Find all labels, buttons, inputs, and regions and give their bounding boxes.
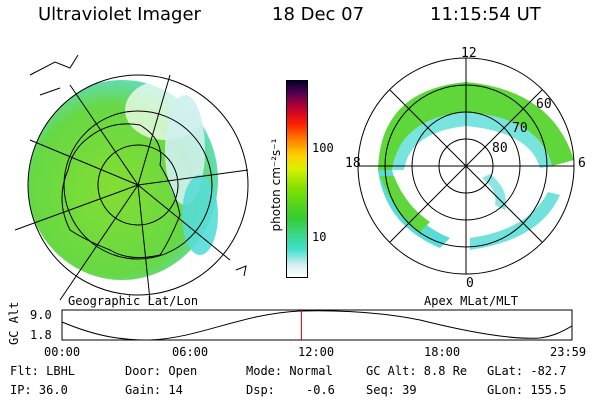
mlat-label-60: 60 bbox=[536, 97, 552, 112]
mlt-label-0: 0 bbox=[466, 276, 474, 291]
lat-ring bbox=[97, 144, 179, 226]
door-info: Door: Open bbox=[125, 364, 198, 378]
gc-alt-info: GC Alt: 8.8 Re bbox=[366, 364, 468, 378]
glon-info: GLon: 155.5 bbox=[487, 383, 567, 397]
altitude-ytick-low: 1.8 bbox=[30, 328, 52, 342]
instrument-title: Ultraviolet Imager bbox=[38, 4, 201, 25]
altitude-ytick-high: 9.0 bbox=[30, 308, 52, 322]
altitude-curve bbox=[61, 310, 573, 341]
colorbar bbox=[286, 80, 308, 278]
mlt-label-12: 12 bbox=[461, 46, 477, 61]
dsp-value: -0.6 bbox=[306, 383, 335, 397]
mlt-label-18: 18 bbox=[345, 156, 361, 171]
mlat-label-80: 80 bbox=[492, 141, 508, 156]
xtick-0000: 00:00 bbox=[44, 345, 81, 359]
dsp-label: Dsp: bbox=[246, 383, 275, 397]
lat-ring bbox=[27, 74, 249, 296]
mlt-label-6: 6 bbox=[578, 156, 586, 171]
lat-ring bbox=[63, 110, 213, 260]
xtick-2359: 23:59 bbox=[550, 345, 587, 359]
auroral-oval bbox=[378, 82, 574, 170]
seq-info: Seq: 39 bbox=[366, 383, 417, 397]
mlat-label-70: 70 bbox=[512, 121, 528, 136]
time-label: 11:15:54 UT bbox=[430, 4, 541, 25]
ip-info: IP: 36.0 bbox=[10, 383, 68, 397]
date-label: 18 Dec 07 bbox=[272, 4, 365, 25]
gain-info: Gain: 14 bbox=[125, 383, 183, 397]
magnetic-caption: Apex MLat/MLT bbox=[424, 294, 518, 308]
xtick-0600: 06:00 bbox=[172, 345, 209, 359]
geographic-caption: Geographic Lat/Lon bbox=[68, 294, 199, 308]
colorbar-tick-10: 10 bbox=[312, 230, 327, 244]
mode-info: Mode: Normal bbox=[246, 364, 333, 378]
filter-info: Flt: LBHL bbox=[10, 364, 76, 378]
colorbar-tick-100: 100 bbox=[312, 141, 334, 155]
xtick-1200: 12:00 bbox=[298, 345, 335, 359]
xtick-1800: 18:00 bbox=[424, 345, 461, 359]
glat-info: GLat: -82.7 bbox=[487, 364, 567, 378]
